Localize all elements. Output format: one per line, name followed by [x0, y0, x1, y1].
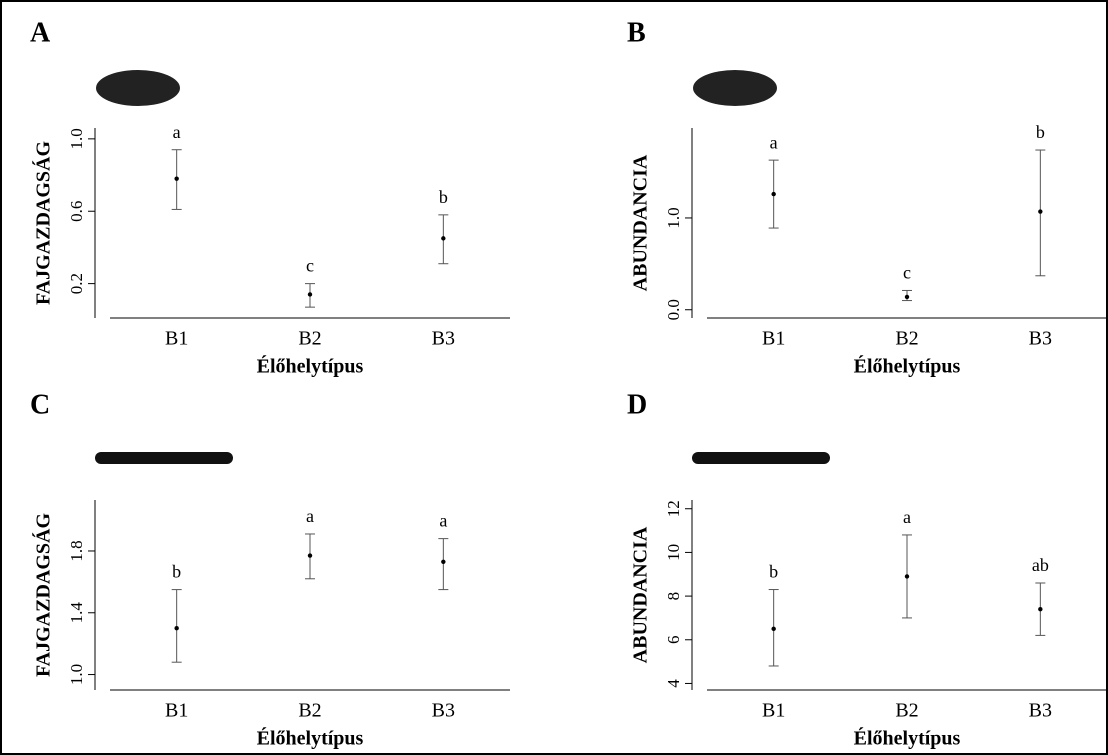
significance-letter: a: [903, 507, 911, 527]
y-axis-label: FAJGAZDAGSÁG: [32, 513, 55, 678]
y-axis-label: ABUNDANCIA: [630, 154, 652, 291]
x-tick-label: B2: [298, 700, 321, 722]
x-tick-label: B3: [1029, 328, 1052, 350]
x-tick-label: B2: [895, 328, 918, 350]
mean-point: [904, 294, 910, 300]
significance-letter: a: [173, 122, 181, 142]
x-axis-label: Élőhelytípus: [257, 727, 364, 750]
millipede-icon: [95, 452, 830, 464]
y-tick-label: 10: [664, 544, 683, 561]
significance-letter: b: [1036, 122, 1045, 142]
y-tick-label: 4: [664, 679, 683, 688]
y-tick-label: 1.0: [67, 128, 86, 149]
mean-point: [771, 191, 776, 197]
y-tick-label: 12: [664, 500, 683, 517]
panel-label: A: [30, 17, 51, 48]
y-tick-label: 1.0: [67, 664, 86, 685]
panel-label: D: [627, 389, 647, 420]
significance-letter: b: [439, 187, 448, 207]
x-tick-label: B2: [895, 700, 918, 722]
mean-point: [1038, 606, 1043, 612]
x-tick-label: B1: [762, 700, 785, 722]
significance-letter: a: [439, 511, 447, 531]
x-tick-label: B2: [298, 328, 321, 350]
y-axis-label: FAJGAZDAGSÁG: [32, 141, 55, 306]
mean-point: [904, 574, 910, 579]
mean-point: [441, 559, 446, 564]
significance-letter: b: [172, 562, 181, 582]
x-tick-label: B1: [165, 328, 188, 350]
mean-point: [307, 292, 313, 297]
mean-point: [1038, 209, 1043, 214]
x-tick-label: B3: [432, 700, 455, 722]
significance-letter: b: [769, 562, 778, 582]
y-axis-label: ABUNDANCIA: [630, 526, 652, 663]
x-axis-label: Élőhelytípus: [257, 355, 364, 378]
x-tick-label: B1: [165, 700, 188, 722]
significance-letter: ab: [1032, 555, 1049, 575]
x-tick-label: B3: [1029, 700, 1052, 722]
significance-letter: c: [903, 263, 911, 283]
x-tick-label: B3: [432, 328, 455, 350]
significance-letter: a: [770, 132, 778, 152]
y-tick-label: 0.6: [67, 201, 86, 222]
isopod-icon: [96, 70, 777, 106]
mean-point: [771, 626, 776, 632]
x-axis-label: Élőhelytípus: [854, 727, 961, 750]
y-tick-label: 1.4: [67, 602, 86, 624]
y-tick-label: 1.0: [664, 207, 683, 228]
mean-point: [174, 176, 179, 181]
x-axis-label: Élőhelytípus: [854, 355, 961, 378]
panel-label: B: [627, 17, 646, 48]
panel-label: C: [30, 389, 50, 420]
y-tick-label: 8: [664, 592, 683, 601]
significance-letter: c: [306, 256, 314, 276]
mean-point: [174, 626, 179, 631]
x-tick-label: B1: [762, 328, 785, 350]
y-tick-label: 6: [664, 636, 683, 645]
y-tick-label: 1.8: [67, 540, 86, 561]
y-tick-label: 0.0: [664, 299, 683, 320]
y-tick-label: 0.2: [67, 273, 86, 294]
mean-point: [441, 236, 446, 241]
significance-letter: a: [306, 506, 314, 526]
mean-point: [307, 553, 313, 558]
